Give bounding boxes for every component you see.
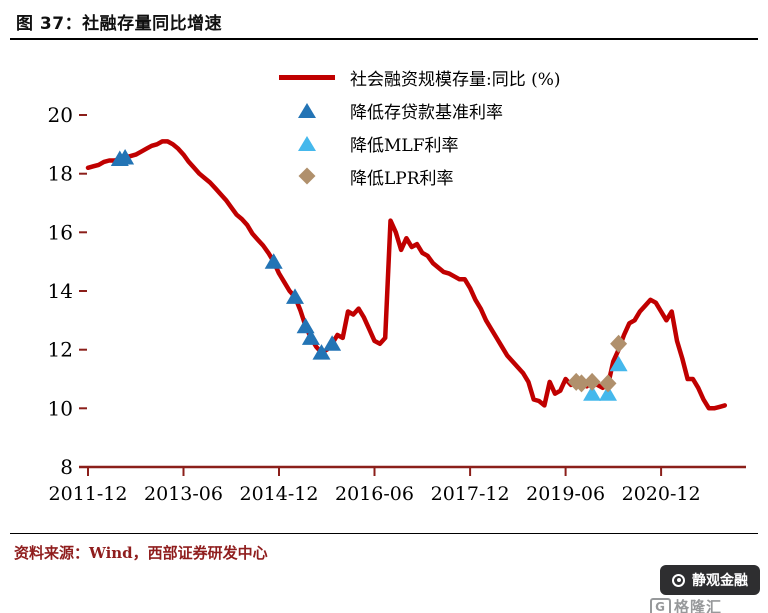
light-blue-triangle-icon [298,135,316,151]
x-tick-label: 2020-12 [622,483,701,505]
footer-divider [10,533,758,534]
marker-lpr-rate-cut [583,372,601,391]
marker-benchmark-rate-cut [312,344,331,360]
y-tick-label: 14 [48,279,73,303]
gelonghui-logo-text: 格隆汇 [673,598,722,613]
marker-benchmark-rate-cut [264,253,283,269]
x-tick-label: 2017-12 [431,483,510,505]
marker-benchmark-rate-cut [296,317,315,334]
line-chart: 8 10 12 14 16 18 20 2011-12 2013-06 2014-12 2016-0… [48,103,746,505]
marker-lpr-rate-cut [573,374,590,393]
legend-swatch-cell [278,74,336,80]
legend-label-series: 社会融资规模存量:同比 (%) [350,69,561,90]
y-tick-label: 20 [48,103,73,127]
y-tick-label: 8 [60,455,73,479]
legend-swatch-cell [278,135,336,151]
observe-icon [672,573,685,587]
y-tick-label: 16 [48,220,73,244]
marker-benchmark-rate-cut [301,329,320,345]
marker-mlf-rate-cut [599,385,617,401]
gelonghui-logo: G 格隆汇 [650,596,722,613]
legend-item-mlf-rate-cut: 降低MLF利率 [278,130,561,156]
chart-legend: 社会融资规模存量:同比 (%) 降低存贷款基准利率 降低MLF利率 降低LPR利… [278,64,561,189]
y-tick-label: 12 [48,338,73,362]
dark-blue-triangle-icon [298,102,316,118]
legend-label-benchmark-rate-cut: 降低存贷款基准利率 [350,102,503,123]
gelonghui-g-icon: G [650,597,671,613]
x-tick-label: 2014-12 [240,483,319,505]
marker-benchmark-rate-cut [323,335,342,351]
watermark-text: 静观金融 [692,573,748,589]
legend-item-benchmark-rate-cut: 降低存贷款基准利率 [278,97,561,123]
data-source-note: 资料来源：Wind，西部证券研发中心 [14,544,268,562]
marker-lpr-rate-cut [599,374,617,393]
title-divider [10,38,758,40]
legend-label-lpr-rate-cut: 降低LPR利率 [350,168,454,189]
legend-item-series: 社会融资规模存量:同比 (%) [278,64,561,90]
legend-item-lpr-rate-cut: 降低LPR利率 [278,163,561,189]
red-line-swatch-icon [279,74,335,80]
x-tick-label: 2019-06 [526,483,605,505]
marker-mlf-rate-cut [583,385,602,401]
y-tick-label: 10 [48,396,73,420]
x-tick-label: 2013-06 [144,483,223,505]
legend-swatch-cell [278,167,336,185]
legend-label-mlf-rate-cut: 降低MLF利率 [350,135,459,156]
legend-swatch-cell [278,102,336,118]
marker-benchmark-rate-cut [286,288,304,304]
x-tick-label: 2016-06 [335,483,414,505]
watermark-badge: 静观金融 [660,565,760,595]
marker-benchmark-rate-cut [116,149,135,165]
x-tick-label: 2011-12 [49,483,128,505]
marker-lpr-rate-cut [610,334,628,353]
tan-diamond-icon [298,167,316,185]
y-tick-label: 18 [48,162,73,186]
page-title: 图 37：社融存量同比增速 [16,14,223,34]
marker-mlf-rate-cut [609,355,628,372]
